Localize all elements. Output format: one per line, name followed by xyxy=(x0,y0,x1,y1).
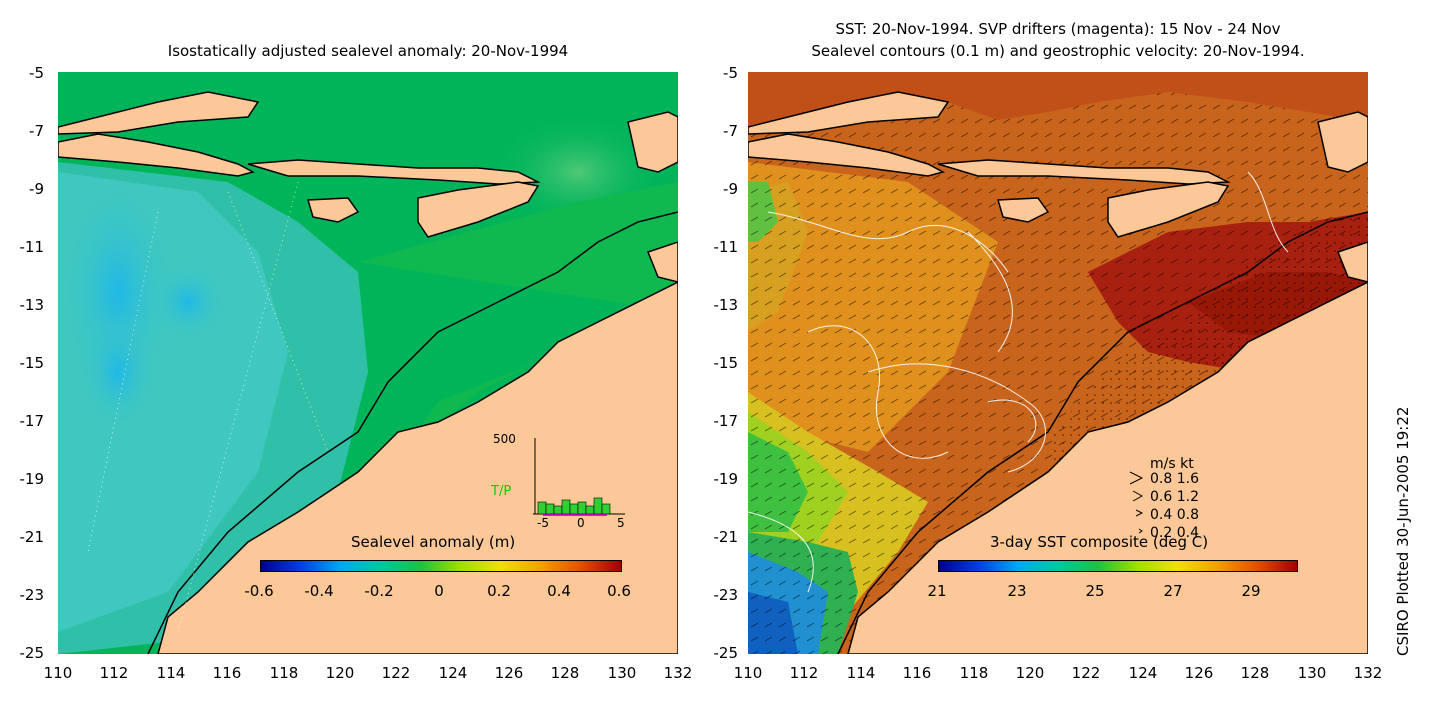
x-tick: 122 xyxy=(381,664,411,682)
left-colorbar-tick: -0.6 xyxy=(244,582,274,600)
left-colorbar-tick: -0.2 xyxy=(364,582,394,600)
x-tick: 122 xyxy=(1071,664,1101,682)
y-tick: -11 xyxy=(19,238,45,256)
velocity-legend-arrows xyxy=(1129,471,1144,534)
velocity-legend-row: 0.2 0.4 xyxy=(1150,525,1199,541)
y-tick: -17 xyxy=(19,412,45,430)
x-tick: 118 xyxy=(959,664,989,682)
x-tick: 132 xyxy=(1353,664,1383,682)
x-tick: 116 xyxy=(212,664,242,682)
inset-x-tick: 0 xyxy=(577,516,585,530)
y-tick: -23 xyxy=(713,586,739,604)
inset-series-label: T/P xyxy=(491,484,512,499)
y-tick: -9 xyxy=(29,180,44,198)
right-colorbar-tick: 21 xyxy=(927,582,947,600)
x-tick: 128 xyxy=(1240,664,1270,682)
x-tick: 114 xyxy=(846,664,876,682)
x-tick: 124 xyxy=(1128,664,1158,682)
inset-chart xyxy=(533,438,625,516)
plot-credit-label: CSIRO Plotted 30-Jun-2005 19:22 xyxy=(1394,406,1412,656)
y-tick: -21 xyxy=(19,528,45,546)
left-colorbar-tick: 0.2 xyxy=(487,582,511,600)
left-map: 500 T/P -5 0 5 Sealevel anomaly (m) -0.6… xyxy=(58,72,678,654)
y-tick: -15 xyxy=(713,354,739,372)
left-colorbar-tick: 0.6 xyxy=(607,582,631,600)
x-tick: 120 xyxy=(1015,664,1045,682)
x-tick: 130 xyxy=(607,664,637,682)
y-tick: -13 xyxy=(713,296,739,314)
velocity-legend-row: 0.6 1.2 xyxy=(1150,489,1199,505)
inset-x-tick: -5 xyxy=(537,516,549,530)
x-tick: 126 xyxy=(494,664,524,682)
right-colorbar xyxy=(938,560,1298,572)
y-tick: -5 xyxy=(29,64,44,82)
left-colorbar-tick: 0.4 xyxy=(547,582,571,600)
x-tick: 118 xyxy=(269,664,299,682)
y-tick: -5 xyxy=(723,64,738,82)
velocity-legend-row: 0.8 1.6 xyxy=(1150,471,1199,487)
y-tick: -21 xyxy=(713,528,739,546)
y-tick: -7 xyxy=(29,122,44,140)
left-panel-title: Isostatically adjusted sealevel anomaly:… xyxy=(167,42,569,60)
x-tick: 126 xyxy=(1184,664,1214,682)
velocity-legend-row: 0.4 0.8 xyxy=(1150,507,1199,523)
x-tick: 116 xyxy=(902,664,932,682)
right-colorbar-title: 3-day SST composite (deg C) xyxy=(990,533,1209,551)
left-colorbar xyxy=(260,560,622,572)
y-tick: -23 xyxy=(19,586,45,604)
x-tick: 114 xyxy=(156,664,186,682)
x-tick: 124 xyxy=(438,664,468,682)
right-panel-title-line1: SST: 20-Nov-1994. SVP drifters (magenta)… xyxy=(835,20,1281,38)
y-tick: -25 xyxy=(713,644,739,662)
left-colorbar-title: Sealevel anomaly (m) xyxy=(351,533,516,551)
left-colorbar-tick: 0 xyxy=(434,582,444,600)
y-tick: -25 xyxy=(19,644,45,662)
y-tick: -17 xyxy=(713,412,739,430)
y-tick: -11 xyxy=(713,238,739,256)
right-colorbar-tick: 23 xyxy=(1007,582,1027,600)
x-tick: 120 xyxy=(325,664,355,682)
right-colorbar-tick: 29 xyxy=(1241,582,1261,600)
y-tick: -15 xyxy=(19,354,45,372)
x-tick: 112 xyxy=(789,664,819,682)
x-tick: 128 xyxy=(550,664,580,682)
y-tick: -19 xyxy=(19,470,45,488)
x-tick: 110 xyxy=(43,664,73,682)
y-tick: -7 xyxy=(723,122,738,140)
right-colorbar-tick: 25 xyxy=(1085,582,1105,600)
x-tick: 130 xyxy=(1297,664,1327,682)
velocity-legend: m/s kt 0.8 1.6 0.6 1.2 0.4 0.8 0.2 0.4 xyxy=(1128,456,1248,546)
velocity-legend-header: m/s kt xyxy=(1150,456,1194,472)
right-map: m/s kt 0.8 1.6 0.6 1.2 0.4 0.8 0.2 0.4 3… xyxy=(748,72,1368,654)
inset-x-tick: 5 xyxy=(617,516,625,530)
inset-ymax-label: 500 xyxy=(493,432,516,446)
right-panel-title-line2: Sealevel contours (0.1 m) and geostrophi… xyxy=(811,42,1305,60)
right-colorbar-tick: 27 xyxy=(1163,582,1183,600)
left-colorbar-tick: -0.4 xyxy=(304,582,334,600)
x-tick: 112 xyxy=(99,664,129,682)
y-tick: -19 xyxy=(713,470,739,488)
y-tick: -13 xyxy=(19,296,45,314)
y-tick: -9 xyxy=(723,180,738,198)
inset-histogram: 500 T/P -5 0 5 xyxy=(483,432,633,532)
x-tick: 110 xyxy=(733,664,763,682)
x-tick: 132 xyxy=(663,664,693,682)
